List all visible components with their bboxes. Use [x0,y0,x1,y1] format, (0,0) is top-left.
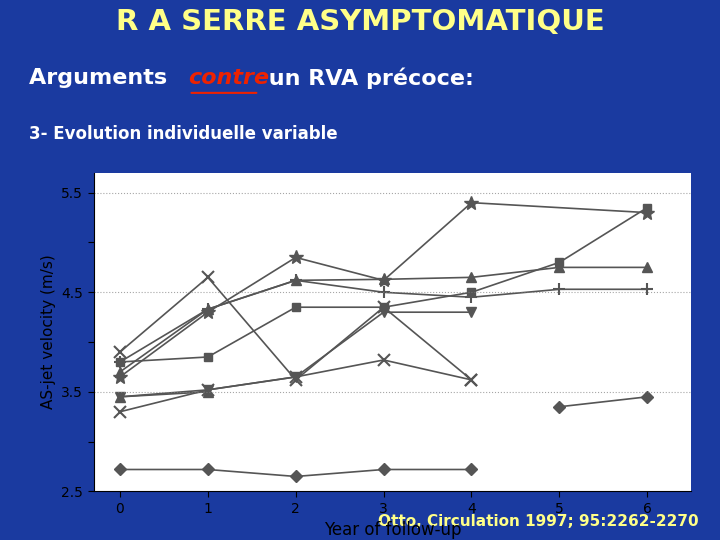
Y-axis label: AS-jet velocity (m/s): AS-jet velocity (m/s) [41,255,55,409]
Text: un RVA précoce:: un RVA précoce: [261,67,474,89]
Text: R A SERRE ASYMPTOMATIQUE: R A SERRE ASYMPTOMATIQUE [116,8,604,36]
Text: contre: contre [189,68,270,88]
Text: ̲c̲o̲n̲t̲r̲e: ̲c̲o̲n̲t̲r̲e [189,68,270,88]
Text: Otto, Circulation 1997; 95:2262-2270: Otto, Circulation 1997; 95:2262-2270 [378,514,698,529]
Text: Arguments: Arguments [29,68,175,88]
Text: 3- Evolution individuelle variable: 3- Evolution individuelle variable [29,125,338,143]
X-axis label: Year of follow-up: Year of follow-up [324,522,461,539]
